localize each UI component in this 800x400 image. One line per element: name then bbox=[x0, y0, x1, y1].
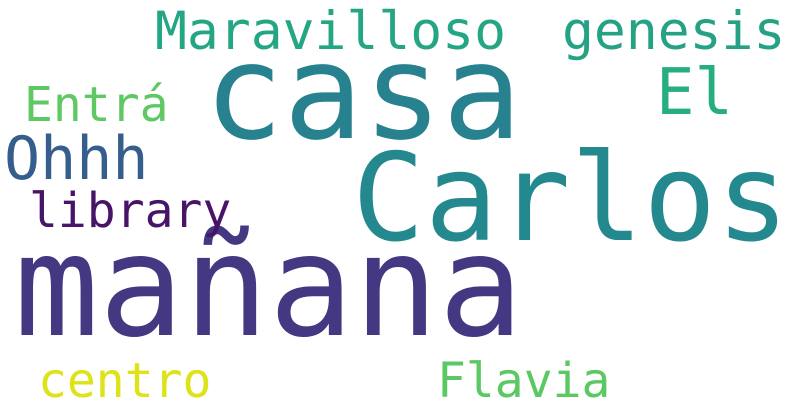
word-casa: casa bbox=[204, 16, 522, 170]
word-maravilloso: Maravilloso bbox=[155, 1, 506, 62]
word-ohhh: Ohhh bbox=[4, 124, 149, 194]
word-flavia: Flavia bbox=[437, 353, 611, 400]
word-manana: mañana bbox=[14, 205, 524, 369]
word-centro: centro bbox=[38, 353, 212, 400]
word-library: library bbox=[29, 183, 232, 239]
word-entra: Entrá bbox=[24, 77, 169, 133]
word-genesis: genesis bbox=[562, 1, 786, 62]
word-carlos: Carlos bbox=[352, 128, 790, 269]
word-el: El bbox=[656, 56, 734, 130]
